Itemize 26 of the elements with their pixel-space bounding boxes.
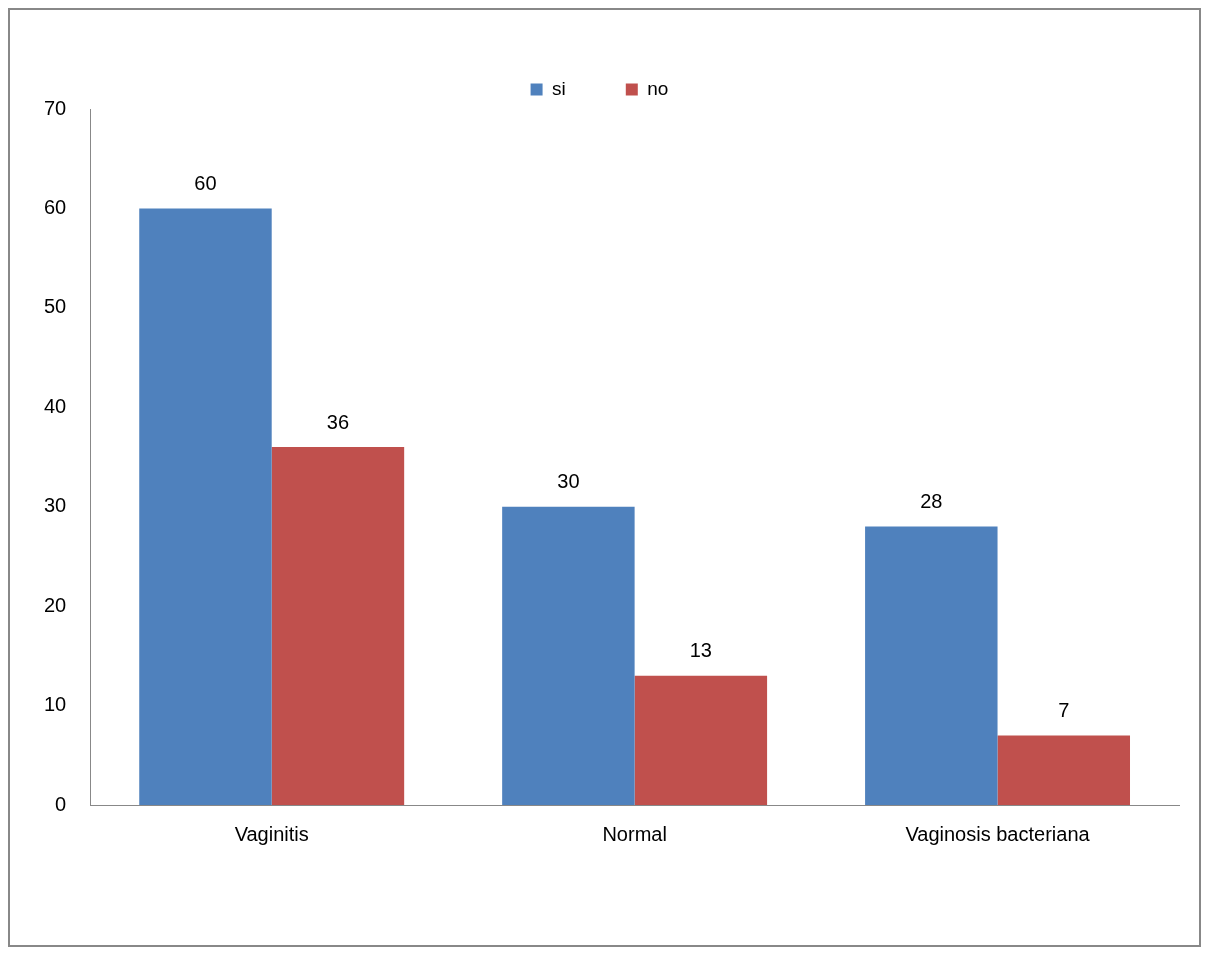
legend-label: no	[647, 77, 669, 99]
bar	[997, 735, 1131, 805]
data-label: 13	[689, 639, 712, 662]
x-tick-label: Vaginosis bacteriana	[905, 822, 1091, 845]
y-tick-label: 60	[44, 195, 67, 218]
data-label: 60	[194, 171, 217, 194]
data-label: 30	[557, 470, 580, 493]
x-tick-label: Vaginitis	[234, 822, 309, 845]
x-tick-label: Normal	[602, 822, 667, 845]
chart-frame: si no Vaginitis Normal Vaginosis bacteriana 0 10 20 30 40 50 60 70 60 30 28 36 13 7	[8, 8, 1201, 947]
y-tick-label: 30	[44, 494, 67, 517]
data-label: 28	[920, 490, 943, 513]
bar	[502, 506, 635, 805]
bar	[139, 208, 272, 805]
legend-label: si	[552, 77, 566, 99]
bar	[271, 447, 405, 805]
y-tick-label: 50	[44, 295, 67, 318]
data-label: 36	[326, 410, 350, 433]
y-tick-label: 40	[44, 394, 67, 417]
bar	[865, 526, 998, 805]
data-label: 7	[1058, 698, 1070, 721]
y-tick-label: 20	[44, 593, 67, 616]
y-tick-label: 70	[44, 96, 67, 119]
y-tick-label: 0	[55, 792, 67, 815]
bar	[634, 675, 768, 805]
y-tick-label: 10	[44, 693, 67, 716]
